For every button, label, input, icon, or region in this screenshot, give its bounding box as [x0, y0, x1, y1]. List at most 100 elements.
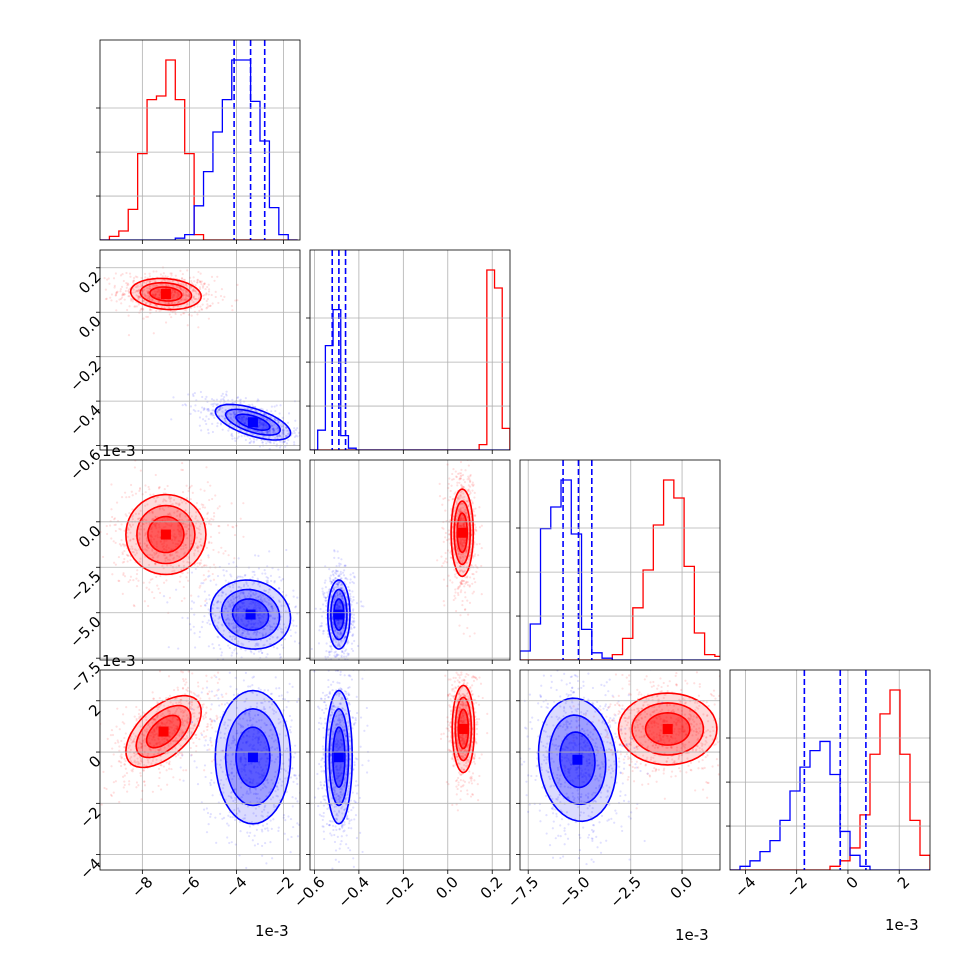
sample-point — [136, 276, 138, 278]
sample-point — [324, 582, 326, 584]
sample-point — [173, 689, 175, 691]
sample-point — [196, 305, 198, 307]
sample-point — [204, 420, 206, 422]
sample-point — [181, 617, 183, 619]
sample-point — [215, 291, 217, 293]
sample-point — [181, 462, 183, 464]
sample-point — [219, 505, 221, 507]
sample-point — [191, 600, 193, 602]
sample-point — [134, 305, 136, 307]
sample-point — [122, 553, 124, 555]
sample-point — [449, 579, 451, 581]
axes-frame — [310, 250, 510, 450]
sample-point — [273, 581, 275, 583]
sample-point — [157, 785, 159, 787]
sample-point — [328, 651, 330, 653]
sample-point — [353, 626, 355, 628]
sample-point — [155, 474, 157, 476]
sample-point — [261, 572, 263, 574]
sample-point — [114, 742, 116, 744]
sample-point — [231, 438, 233, 440]
sample-point — [278, 666, 280, 668]
sample-point — [209, 598, 211, 600]
sample-point — [301, 612, 303, 614]
sample-point — [123, 558, 125, 560]
sample-point — [135, 493, 137, 495]
sample-point — [194, 392, 196, 394]
sample-point — [128, 334, 130, 336]
sample-point — [113, 753, 115, 755]
sample-point — [342, 680, 344, 682]
sample-point — [467, 614, 469, 616]
sample-point — [179, 779, 181, 781]
sample-point — [198, 694, 200, 696]
sample-point — [249, 438, 251, 440]
sample-point — [236, 284, 238, 286]
sample-point — [114, 285, 116, 287]
sample-point — [157, 588, 159, 590]
sample-point — [336, 654, 338, 656]
sample-point — [230, 575, 232, 577]
sample-point — [136, 585, 138, 587]
sample-point — [126, 309, 128, 311]
sample-point — [286, 442, 288, 444]
sample-point — [144, 784, 146, 786]
sample-point — [132, 579, 134, 581]
sample-point — [231, 435, 233, 437]
sample-point — [451, 581, 453, 583]
sample-point — [129, 276, 131, 278]
sample-point — [140, 715, 142, 717]
sample-point — [280, 676, 282, 678]
sample-point — [466, 627, 468, 629]
sample-point — [466, 575, 468, 577]
sample-point — [294, 606, 296, 608]
sample-point — [163, 272, 165, 274]
sample-point — [455, 475, 457, 477]
sample-point — [204, 564, 206, 566]
peak-red — [161, 530, 171, 540]
sample-point — [221, 288, 223, 290]
sample-point — [190, 498, 192, 500]
sample-point — [217, 507, 219, 509]
sample-point — [193, 692, 195, 694]
sample-point — [210, 741, 212, 743]
sample-point — [439, 483, 441, 485]
sample-point — [208, 645, 210, 647]
sample-point — [177, 647, 179, 649]
sample-point — [201, 503, 203, 505]
sample-point — [131, 491, 133, 493]
sample-point — [149, 494, 151, 496]
sample-point — [475, 564, 477, 566]
sample-point — [113, 277, 115, 279]
sample-point — [261, 652, 263, 654]
sample-point — [254, 574, 256, 576]
sample-point — [302, 437, 304, 439]
sample-point — [123, 737, 125, 739]
sample-point — [265, 442, 267, 444]
sample-point — [193, 602, 195, 604]
sample-point — [208, 284, 210, 286]
sample-point — [113, 540, 115, 542]
sample-point — [295, 625, 297, 627]
sample-point — [282, 578, 284, 580]
sample-point — [125, 272, 127, 274]
sample-point — [349, 582, 351, 584]
sample-point — [337, 557, 339, 559]
sample-point — [216, 276, 218, 278]
sample-point — [455, 470, 457, 472]
sample-point — [318, 642, 320, 644]
sample-point — [353, 617, 355, 619]
sample-point — [353, 614, 355, 616]
sample-point — [448, 477, 450, 479]
sample-point — [110, 483, 112, 485]
sample-point — [464, 453, 466, 455]
sample-point — [301, 422, 303, 424]
sample-point — [352, 572, 354, 574]
sample-point — [228, 554, 230, 556]
sample-point — [136, 781, 138, 783]
sample-point — [228, 563, 230, 565]
sample-point — [134, 715, 136, 717]
sample-point — [300, 443, 302, 445]
sample-point — [110, 794, 112, 796]
sample-point — [446, 539, 448, 541]
